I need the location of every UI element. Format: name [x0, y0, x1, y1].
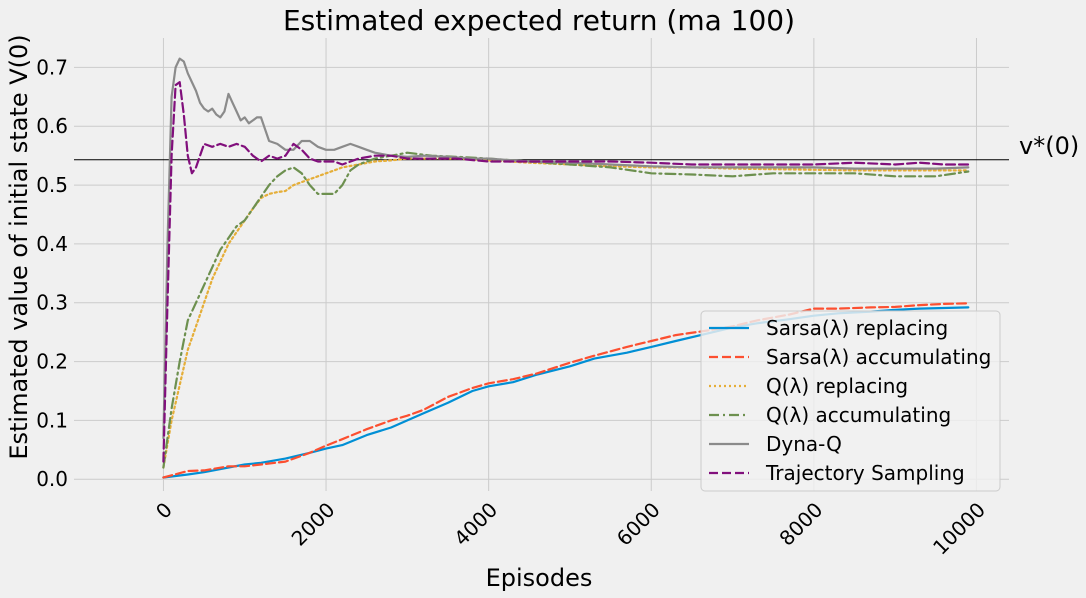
y-tick-label: 0.4 [36, 232, 68, 256]
y-tick-label: 0.5 [36, 173, 68, 197]
legend-label-2: Q(λ) replacing [766, 374, 908, 398]
y-tick-label: 0.6 [36, 114, 68, 138]
legend-box [700, 310, 1001, 492]
legend-label-4: Dyna-Q [766, 432, 842, 456]
legend-items: Sarsa(λ) replacing Sarsa(λ) accumulating Q… [709, 316, 991, 485]
legend-label-5: Trajectory Sampling [765, 461, 965, 485]
series-line-4 [162, 57, 970, 440]
legend-label-0: Sarsa(λ) replacing [766, 316, 948, 340]
legend: Sarsa(λ) replacing Sarsa(λ) accumulating Q… [700, 310, 1001, 492]
series-line-5 [162, 80, 970, 463]
y-tick-label: 0.1 [36, 408, 68, 432]
series-line-3 [162, 151, 970, 469]
legend-label-1: Sarsa(λ) accumulating [766, 345, 991, 369]
y-tick-label: 0.2 [36, 350, 68, 374]
chart-title: Estimated expected return (ma 100) [283, 4, 795, 37]
y-tick-label: 0.0 [36, 467, 68, 491]
legend-label-3: Q(λ) accumulating [766, 403, 951, 427]
y-tick-label: 0.7 [36, 55, 68, 79]
grid [74, 38, 1009, 491]
reference-line-label: v*(0) [1019, 132, 1079, 160]
x-axis-label: Episodes [486, 564, 593, 592]
series-group [162, 57, 970, 479]
series-line-1 [162, 302, 970, 479]
y-axis-label: Estimated value of initial state V(0) [5, 34, 33, 459]
y-tick-label: 0.3 [36, 291, 68, 315]
